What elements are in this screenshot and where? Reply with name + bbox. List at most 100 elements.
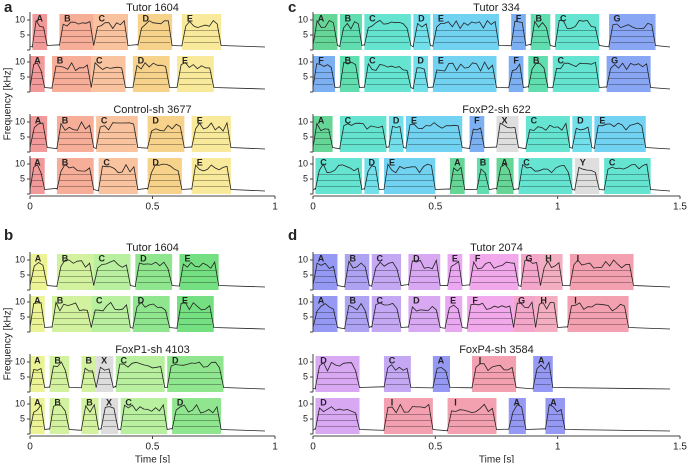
- syllable-label: D: [418, 13, 425, 23]
- x-tick-label: 0: [310, 442, 316, 453]
- panel-label: c: [288, 0, 296, 16]
- syllable-label: C: [369, 55, 376, 65]
- envelope: [29, 19, 266, 48]
- syllable-box: [447, 398, 497, 434]
- syllable-label: Y: [580, 157, 586, 167]
- row-title: Tutor 1604: [126, 2, 179, 14]
- y-tick-label: 10: [298, 158, 308, 168]
- syllable-label: I: [391, 397, 394, 407]
- syllable-box: [518, 158, 573, 194]
- syllable-box: [120, 398, 168, 434]
- syllable-box: [388, 116, 404, 152]
- syllable-box: [445, 296, 463, 332]
- syllable-box: [606, 56, 651, 92]
- syllable-label: A: [538, 355, 545, 365]
- syllable-label: C: [98, 13, 105, 23]
- syllable-label: A: [35, 115, 42, 125]
- syllable-label: G: [525, 253, 532, 263]
- y-tick-label: 10: [298, 398, 308, 408]
- syllable-label: D: [152, 115, 159, 125]
- syllable-label: F: [474, 115, 480, 125]
- syllable-label: C: [345, 115, 352, 125]
- syllable-box: [533, 356, 553, 392]
- syllable-label: E: [411, 115, 417, 125]
- syllable-label: D: [143, 13, 150, 23]
- syllable-box: [177, 296, 214, 332]
- row-title: FoxP1-sh 4103: [115, 344, 190, 356]
- syllable-box: [525, 116, 570, 152]
- syllable-label: D: [368, 157, 375, 167]
- envelope: [312, 163, 671, 192]
- syllable-label: D: [413, 295, 420, 305]
- syllable-label: B: [54, 355, 61, 365]
- y-tick-label: 10: [15, 254, 25, 264]
- y-tick-label: 5: [303, 131, 308, 141]
- panel-label: a: [4, 0, 13, 16]
- y-tick-label: 10: [15, 398, 25, 408]
- panel-label: d: [288, 227, 297, 244]
- syllable-box: [469, 116, 485, 152]
- syllable-label: D: [417, 55, 424, 65]
- syllable-label: E: [182, 295, 188, 305]
- syllable-label: A: [513, 397, 520, 407]
- syllable-box: [96, 116, 138, 152]
- syllable-box: [552, 56, 600, 92]
- syllable-box: [313, 14, 338, 50]
- syllable-label: A: [318, 253, 325, 263]
- syllable-label: H: [540, 295, 547, 305]
- syllable-label: F: [516, 13, 522, 23]
- y-tick-label: 5: [20, 311, 25, 321]
- syllable-label: A: [34, 397, 41, 407]
- y-tick-label: 10: [298, 14, 308, 24]
- syllable-label: X: [101, 355, 107, 365]
- syllable-label: C: [369, 13, 376, 23]
- syllable-box: [179, 254, 219, 290]
- syllable-box: [344, 254, 370, 290]
- syllable-label: C: [376, 253, 383, 263]
- envelope: [29, 403, 266, 432]
- syllable-label: C: [125, 397, 132, 407]
- syllable-box: [535, 296, 558, 332]
- syllable-label: C: [560, 13, 567, 23]
- syllable-label: A: [34, 55, 41, 65]
- syllable-label: D: [577, 115, 584, 125]
- syllable-label: C: [98, 253, 105, 263]
- syllable-box: [313, 254, 338, 290]
- syllable-label: F: [513, 55, 519, 65]
- syllable-box: [91, 56, 126, 92]
- y-tick-label: 5: [20, 371, 25, 381]
- y-tick-label: 10: [298, 356, 308, 366]
- spectrogram-row: A B C D E: [29, 253, 266, 290]
- syllable-label: E: [438, 13, 444, 23]
- syllable-label: D: [138, 55, 145, 65]
- syllable-label: B: [536, 13, 543, 23]
- syllable-label: A: [318, 13, 325, 23]
- row-title: Control-sh 3677: [113, 104, 191, 116]
- syllable-label: A: [501, 157, 508, 167]
- syllable-box: [191, 158, 231, 194]
- y-tick-label: 10: [15, 356, 25, 366]
- syllable-label: I: [577, 253, 580, 263]
- syllable-box: [408, 254, 441, 290]
- syllable-label: C: [101, 115, 108, 125]
- syllable-box: [49, 398, 70, 434]
- syllable-label: E: [197, 115, 203, 125]
- syllable-box: [467, 296, 514, 332]
- syllable-label: E: [187, 13, 193, 23]
- syllable-label: I: [454, 397, 457, 407]
- syllable-box: [56, 254, 94, 290]
- syllable-label: A: [438, 355, 445, 365]
- syllable-box: [476, 158, 490, 194]
- syllable-box: [432, 56, 497, 92]
- syllable-label: E: [389, 157, 395, 167]
- syllable-box: [432, 14, 499, 50]
- syllable-label: C: [558, 55, 565, 65]
- syllable-box: [132, 296, 170, 332]
- syllable-box: [93, 254, 131, 290]
- envelope: [312, 361, 671, 390]
- y-tick-label: 10: [15, 296, 25, 306]
